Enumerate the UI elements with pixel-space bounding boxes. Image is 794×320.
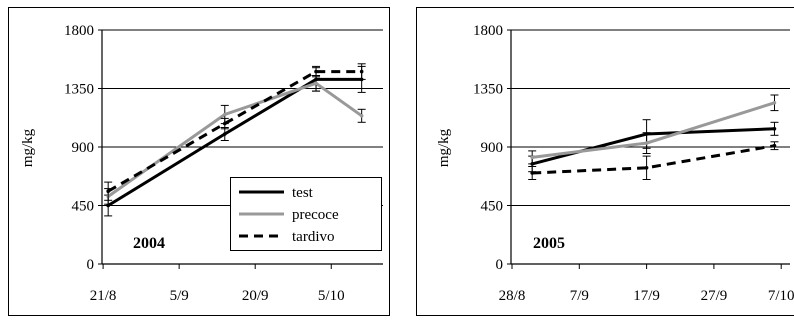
x-tick-label: 5/9 [170, 288, 189, 304]
data-point [644, 166, 649, 170]
x-tick-label: 27/9 [701, 288, 728, 304]
series-line-tardivo [532, 144, 775, 175]
data-point [530, 155, 534, 160]
x-tick-label: 21/8 [90, 288, 117, 304]
data-point [772, 127, 777, 131]
data-point [314, 69, 318, 74]
data-point [106, 189, 110, 193]
y-tick-label: 1350 [64, 82, 94, 98]
y-tick-label: 900 [481, 140, 504, 156]
series-precoce [528, 94, 779, 165]
data-point [644, 141, 649, 145]
series-line-test [107, 77, 362, 207]
y-axis-label: mg/kg [436, 128, 452, 167]
y-axis-label: mg/kg [20, 128, 36, 167]
x-tick-label: 17/9 [633, 288, 660, 304]
series-line-tardivo [107, 70, 362, 193]
data-point [222, 112, 227, 117]
chart-frame [8, 7, 390, 316]
data-point [222, 121, 227, 126]
x-tick-label: 7/9 [570, 288, 589, 304]
chart-frame [416, 7, 794, 316]
x-tick-label: 5/10 [318, 288, 345, 304]
legend: test precoce tardivo [230, 177, 382, 251]
data-point [772, 143, 777, 148]
data-point [530, 171, 534, 175]
y-tick-label: 0 [496, 257, 504, 273]
x-tick-label: 28/8 [499, 288, 526, 304]
chart-2004: 0 450 900 1350 1800 21/8 5/9 20/9 5/10 mg/kg 2004 t… [8, 7, 390, 316]
y-tick-label: 450 [481, 199, 504, 215]
data-point [359, 114, 364, 118]
year-label: 2004 [133, 235, 165, 252]
y-tick-label: 1800 [473, 23, 503, 39]
data-point [359, 69, 364, 74]
legend-label-precoce: precoce [292, 207, 339, 223]
y-tick-label: 450 [72, 199, 95, 215]
y-tick-label: 900 [72, 140, 95, 156]
x-tick-label: 20/9 [242, 288, 269, 304]
x-tick-label: 7/10 [768, 288, 794, 304]
y-tick-label: 1350 [473, 82, 503, 98]
legend-label-tardivo: tardivo [292, 229, 335, 245]
legend-label-test: test [292, 185, 314, 201]
y-tick-label: 1800 [64, 23, 94, 39]
data-point [772, 101, 777, 105]
series-tardivo [104, 63, 366, 201]
series-tardivo [528, 141, 779, 180]
y-tick-label: 0 [87, 257, 95, 273]
year-label: 2005 [533, 235, 565, 252]
chart-2005: 0 450 900 1350 1800 28/8 7/9 17/9 27/9 7/10 mg/kg 2… [416, 7, 794, 316]
data-point [314, 81, 318, 86]
data-point [222, 132, 227, 136]
